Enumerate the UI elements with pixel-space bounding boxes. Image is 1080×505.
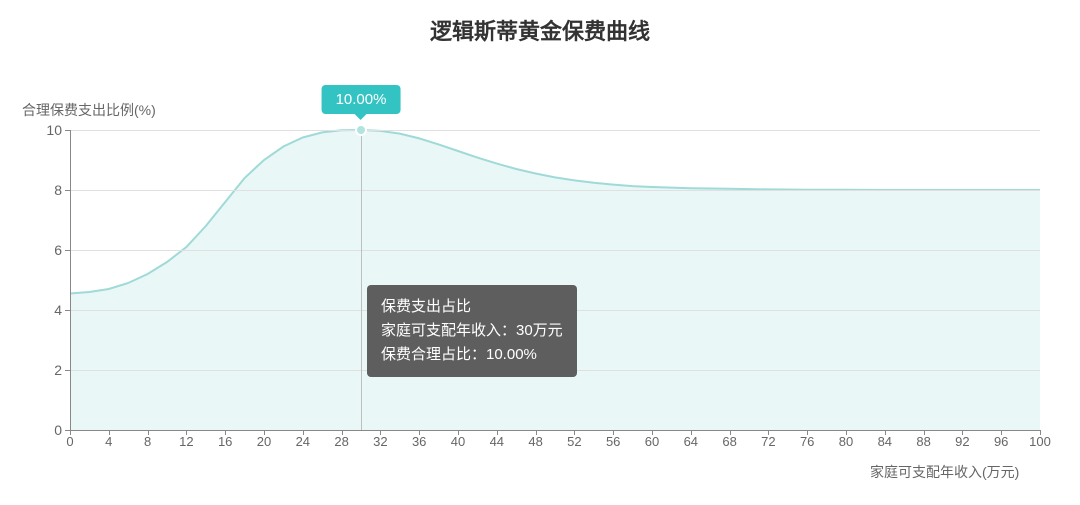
x-tick-label: 68 [722, 434, 736, 449]
y-axis-label: 合理保费支出比例(%) [22, 100, 156, 120]
value-bubble-text: 10.00% [336, 91, 387, 108]
x-tick-label: 44 [490, 434, 504, 449]
x-tick-label: 48 [528, 434, 542, 449]
plot-area: 0246810048121620242832364044485256606468… [70, 130, 1040, 430]
gridline [70, 250, 1040, 251]
tooltip-row-income: 家庭可支配年收入：30万元 [381, 319, 563, 343]
x-tick-label: 76 [800, 434, 814, 449]
x-tick-label: 40 [451, 434, 465, 449]
x-tick-label: 36 [412, 434, 426, 449]
area-fill [70, 130, 1040, 430]
tooltip: 保费支出占比 家庭可支配年收入：30万元 保费合理占比：10.00% [367, 285, 577, 377]
y-tick-label: 4 [54, 302, 62, 318]
x-tick-label: 4 [105, 434, 112, 449]
chart-title: 逻辑斯蒂黄金保费曲线 [0, 14, 1080, 46]
value-bubble: 10.00% [322, 85, 401, 114]
marker-vertical-line [361, 130, 362, 430]
x-tick-label: 56 [606, 434, 620, 449]
x-tick-label: 0 [66, 434, 73, 449]
x-tick-label: 32 [373, 434, 387, 449]
y-tick-label: 6 [54, 242, 62, 258]
x-tick-label: 72 [761, 434, 775, 449]
x-tick-label: 96 [994, 434, 1008, 449]
tooltip-row-ratio: 保费合理占比：10.00% [381, 343, 563, 367]
x-tick-label: 84 [878, 434, 892, 449]
y-axis-line [70, 130, 71, 430]
x-tick-label: 80 [839, 434, 853, 449]
x-tick-label: 52 [567, 434, 581, 449]
y-tick-label: 2 [54, 362, 62, 378]
x-tick-label: 88 [916, 434, 930, 449]
tooltip-title: 保费支出占比 [381, 295, 563, 319]
x-tick-label: 8 [144, 434, 151, 449]
x-axis-line [70, 430, 1040, 431]
x-tick-label: 92 [955, 434, 969, 449]
x-tick-label: 20 [257, 434, 271, 449]
y-tick-label: 0 [54, 422, 62, 438]
gridline [70, 130, 1040, 131]
x-tick-label: 60 [645, 434, 659, 449]
x-tick-label: 12 [179, 434, 193, 449]
y-tick-label: 10 [46, 122, 62, 138]
x-tick-label: 24 [296, 434, 310, 449]
x-tick-label: 16 [218, 434, 232, 449]
y-tick-label: 8 [54, 182, 62, 198]
area-curve [70, 130, 1040, 430]
x-tick-label: 28 [334, 434, 348, 449]
x-tick-label: 64 [684, 434, 698, 449]
x-axis-label: 家庭可支配年收入(万元) [870, 462, 1019, 482]
x-tick-label: 100 [1029, 434, 1051, 449]
gridline [70, 190, 1040, 191]
